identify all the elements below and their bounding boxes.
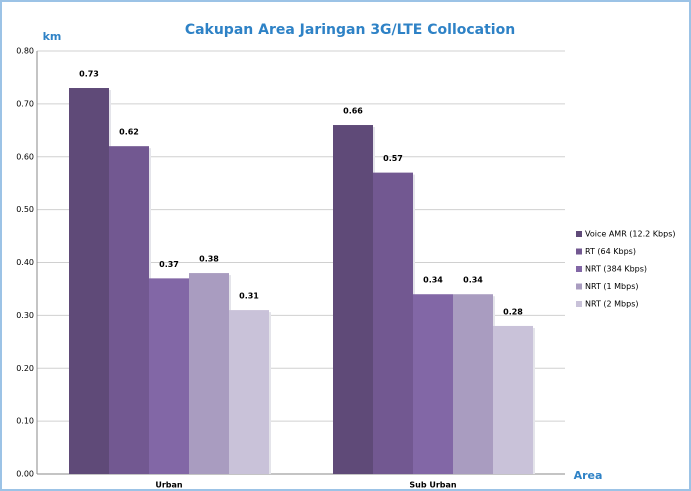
y-tick-label: 0.70	[16, 99, 34, 108]
legend-swatch	[576, 301, 582, 307]
y-axis-label: km	[43, 30, 62, 43]
y-tick-label: 0.60	[16, 152, 34, 161]
legend-swatch	[576, 283, 582, 290]
bar	[453, 294, 493, 474]
value-label: 0.38	[199, 255, 219, 264]
bar	[109, 146, 149, 475]
bar	[189, 273, 229, 474]
value-label: 0.37	[159, 260, 179, 269]
x-tick-label: Urban	[155, 481, 183, 490]
x-axis-label: Area	[574, 469, 603, 482]
value-label: 0.62	[119, 128, 139, 137]
legend-label: NRT (384 Kbps)	[585, 265, 647, 274]
legend-swatch	[576, 266, 582, 272]
x-tick-label: Sub Urban	[409, 481, 457, 490]
legend-label: RT (64 Kbps)	[585, 247, 636, 256]
y-tick-label: 0.80	[16, 47, 34, 56]
bar	[373, 172, 413, 475]
y-tick-label: 0.40	[16, 258, 34, 267]
value-label: 0.73	[79, 70, 99, 79]
legend-swatch	[576, 231, 582, 237]
bar	[69, 88, 109, 474]
chart-title: Cakupan Area Jaringan 3G/LTE Collocation	[185, 22, 515, 38]
value-label: 0.34	[463, 276, 483, 285]
bar	[493, 325, 533, 474]
legend-label: NRT (2 Mbps)	[585, 300, 639, 309]
y-tick-label: 0.20	[16, 364, 34, 373]
value-label: 0.66	[343, 107, 363, 116]
bar	[149, 278, 189, 474]
value-label: 0.34	[423, 276, 443, 285]
legend-label: NRT (1 Mbps)	[585, 282, 639, 291]
legend-swatch	[576, 248, 582, 255]
y-tick-label: 0.00	[16, 470, 34, 479]
y-tick-label: 0.30	[16, 311, 34, 320]
value-label: 0.28	[503, 307, 523, 316]
legend-label: Voice AMR (12.2 Kbps)	[585, 230, 675, 239]
y-tick-label: 0.50	[16, 205, 34, 214]
bar	[333, 125, 373, 475]
bar	[229, 310, 269, 474]
value-label: 0.57	[383, 154, 403, 163]
value-label: 0.31	[239, 292, 259, 301]
bar	[413, 294, 453, 474]
y-tick-label: 0.10	[16, 417, 34, 426]
